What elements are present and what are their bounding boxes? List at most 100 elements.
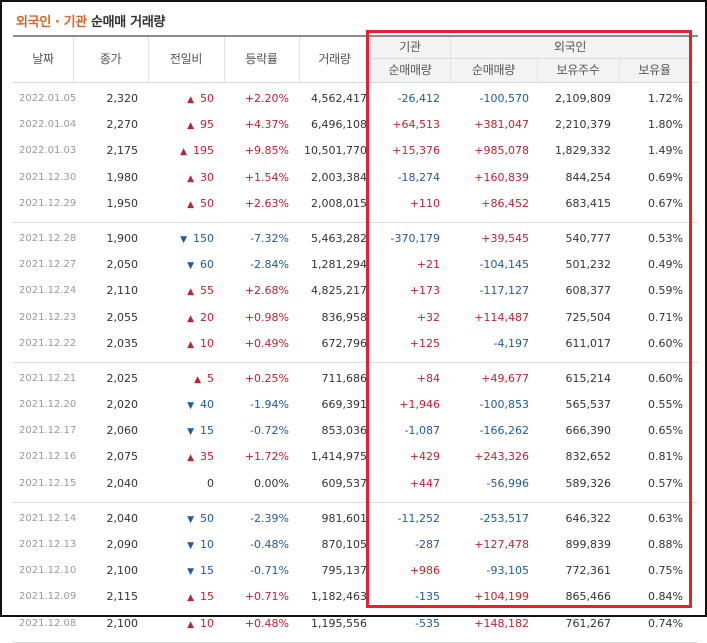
cell-date: 2022.01.04 bbox=[19, 119, 77, 131]
cell-change: ▲ 55 bbox=[148, 278, 214, 304]
change-value: 35 bbox=[200, 450, 214, 464]
cell-holdings: 844,254 bbox=[565, 170, 612, 184]
title-foreign: 외국인 bbox=[16, 15, 51, 30]
highlight-header-bg bbox=[370, 37, 690, 82]
row-group: 2021.12.21 2,025 ▲ 5 +0.25% 711,686 +84 +49,677… bbox=[13, 363, 698, 503]
change-value: 195 bbox=[193, 144, 214, 158]
up-triangle-icon: ▲ bbox=[187, 121, 194, 132]
up-triangle-icon: ▲ bbox=[187, 173, 194, 184]
cell-inst: -1,087 bbox=[404, 424, 440, 438]
cell-close: 2,090 bbox=[106, 538, 139, 551]
cell-date: 2021.12.24 bbox=[19, 285, 77, 297]
cell-change: ▼ 40 bbox=[148, 392, 214, 418]
cell-inst: +1,946 bbox=[399, 398, 440, 412]
cell-change: ▲ 10 bbox=[148, 331, 214, 357]
cell-rate: +0.48% bbox=[244, 616, 289, 630]
cell-close: 2,100 bbox=[106, 564, 139, 578]
cell-ratio: 0.65% bbox=[648, 424, 683, 438]
cell-date: 2021.12.16 bbox=[19, 451, 77, 463]
cell-change: ▼ 15 bbox=[148, 418, 214, 444]
cell-rate: -2.84% bbox=[250, 258, 289, 272]
cell-close: 1,900 bbox=[106, 231, 139, 245]
cell-holdings: 540,777 bbox=[565, 231, 612, 245]
change-value: 50 bbox=[200, 196, 214, 210]
cell-ratio: 1.72% bbox=[648, 92, 683, 105]
cell-close: 2,020 bbox=[106, 398, 139, 412]
cell-foreign: -100,853 bbox=[479, 398, 529, 412]
cell-holdings: 501,232 bbox=[565, 258, 612, 272]
cell-change: ▲ 10 bbox=[148, 611, 214, 637]
cell-ratio: 0.60% bbox=[648, 371, 683, 385]
change-value: 50 bbox=[200, 92, 214, 105]
cell-inst: +15,376 bbox=[392, 144, 440, 158]
cell-foreign: +381,047 bbox=[474, 118, 529, 132]
cell-rate: +1.54% bbox=[244, 170, 289, 184]
cell-volume: 4,562,417 bbox=[311, 92, 367, 105]
table-row: 2021.12.10 2,100 ▼ 15 -0.71% 795,137 +986 -93,1… bbox=[13, 558, 698, 584]
group-foreign-header: 외국인 bbox=[553, 40, 587, 54]
cell-close: 2,110 bbox=[106, 284, 139, 298]
cell-rate: +0.98% bbox=[244, 310, 289, 324]
cell-holdings: 761,267 bbox=[565, 616, 612, 630]
cell-rate: -2.39% bbox=[250, 511, 289, 525]
cell-rate: -0.48% bbox=[250, 538, 289, 551]
title-separator: · bbox=[54, 15, 60, 30]
cell-inst: -26,412 bbox=[397, 92, 440, 105]
cell-ratio: 0.75% bbox=[648, 564, 683, 578]
change-value: 50 bbox=[200, 511, 214, 525]
cell-holdings: 611,017 bbox=[565, 336, 612, 350]
cell-foreign: +148,182 bbox=[474, 616, 529, 630]
cell-change: ▼ 15 bbox=[148, 558, 214, 584]
trading-table: 날짜 종가 전일비 등락률 거래량 기관 외국인 순매매량 순매매량 보유주수 … bbox=[13, 35, 698, 643]
cell-volume: 870,105 bbox=[321, 538, 368, 551]
cell-volume: 853,036 bbox=[321, 424, 368, 438]
header-divider bbox=[370, 58, 690, 59]
cell-rate: -7.32% bbox=[250, 231, 289, 245]
cell-volume: 2,008,015 bbox=[311, 196, 367, 210]
cell-inst: +173 bbox=[409, 284, 440, 298]
cell-ratio: 0.84% bbox=[648, 590, 683, 604]
cell-rate: -0.72% bbox=[250, 424, 289, 438]
cell-close: 2,055 bbox=[106, 310, 139, 324]
cell-change: ▼ 150 bbox=[148, 226, 214, 252]
up-triangle-icon: ▲ bbox=[180, 147, 187, 158]
cell-date: 2021.12.15 bbox=[19, 477, 77, 489]
title-suffix: 순매매 거래량 bbox=[90, 15, 166, 30]
cell-date: 2021.12.21 bbox=[19, 372, 77, 384]
table-row: 2021.12.29 1,950 ▲ 50 +2.63% 2,008,015 +110 +86… bbox=[13, 191, 698, 217]
cell-ratio: 1.49% bbox=[648, 144, 683, 158]
down-triangle-icon: ▼ bbox=[180, 234, 187, 245]
cell-foreign: -93,105 bbox=[486, 564, 529, 578]
cell-holdings: 865,466 bbox=[565, 590, 612, 604]
table-row: 2021.12.08 2,100 ▲ 10 +0.48% 1,195,556 -535 +14… bbox=[13, 611, 698, 637]
cell-inst: +447 bbox=[409, 476, 440, 490]
cell-volume: 1,195,556 bbox=[311, 616, 367, 630]
col-foreign-net-header: 순매매량 bbox=[472, 63, 515, 77]
cell-ratio: 0.63% bbox=[648, 511, 683, 525]
cell-date: 2021.12.22 bbox=[19, 337, 77, 349]
cell-foreign: -166,262 bbox=[479, 424, 529, 438]
highlight-box bbox=[366, 30, 692, 608]
cell-rate: 0.00% bbox=[254, 476, 289, 490]
cell-close: 2,025 bbox=[106, 371, 139, 385]
table-row: 2021.12.21 2,025 ▲ 5 +0.25% 711,686 +84 +49,677… bbox=[13, 366, 698, 392]
cell-inst: -11,252 bbox=[397, 511, 440, 525]
row-group: 2021.12.28 1,900 ▼ 150 -7.32% 5,463,282 -370,1… bbox=[13, 223, 698, 363]
cell-close: 2,175 bbox=[106, 144, 139, 158]
cell-inst: +64,513 bbox=[392, 118, 440, 132]
up-triangle-icon: ▲ bbox=[187, 95, 194, 105]
cell-inst: -287 bbox=[415, 538, 440, 551]
cell-ratio: 0.57% bbox=[648, 476, 683, 490]
change-value: 30 bbox=[200, 170, 214, 184]
cell-holdings: 589,326 bbox=[565, 476, 612, 490]
col-inst-net-header: 순매매량 bbox=[388, 63, 432, 77]
cell-holdings: 666,390 bbox=[565, 424, 612, 438]
cell-inst: +110 bbox=[409, 196, 440, 210]
cell-foreign: -100,570 bbox=[479, 92, 529, 105]
table-row: 2022.01.04 2,270 ▲ 95 +4.37% 6,496,108 +64,513… bbox=[13, 112, 698, 138]
cell-rate: +0.49% bbox=[244, 336, 289, 350]
cell-close: 2,270 bbox=[106, 118, 139, 132]
cell-holdings: 683,415 bbox=[565, 196, 612, 210]
up-triangle-icon: ▲ bbox=[187, 199, 194, 210]
cell-rate: +0.71% bbox=[244, 590, 289, 604]
